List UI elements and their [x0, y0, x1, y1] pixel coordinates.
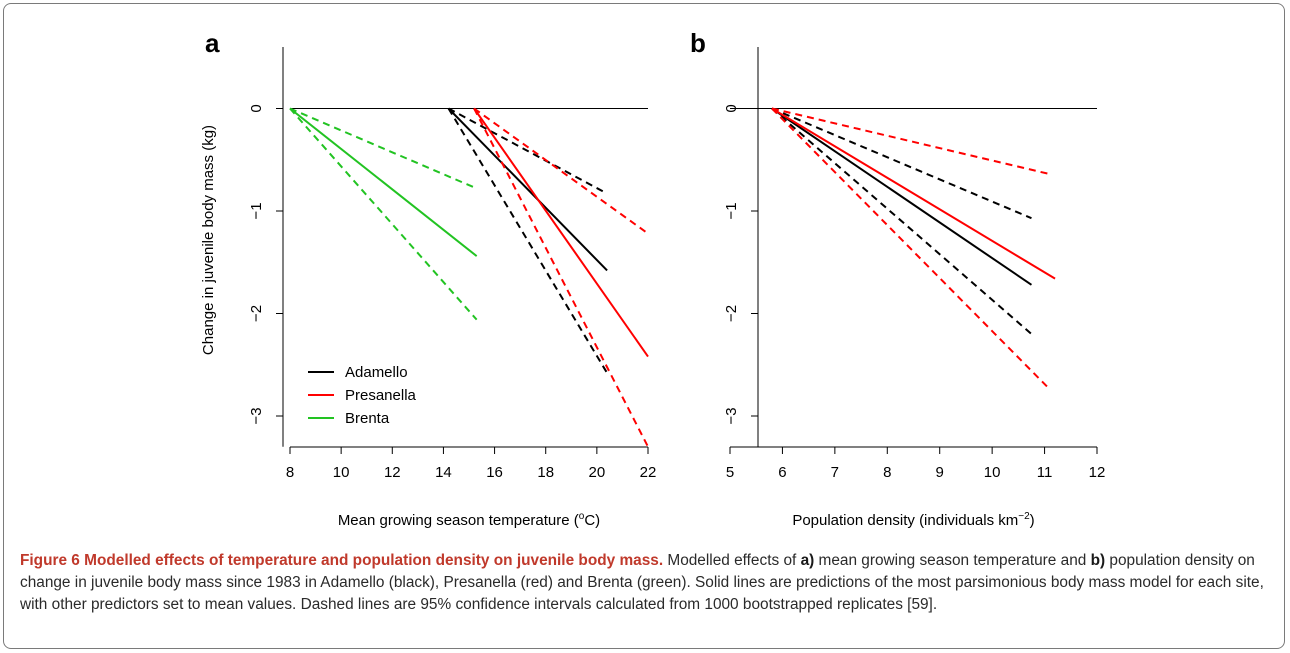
panel-b-x-tick-label: 6	[778, 464, 786, 481]
panel-a-y-tick-label: −3	[248, 407, 265, 424]
panel-b-x-tick-label: 5	[726, 464, 734, 481]
caption-title: Figure 6 Modelled effects of temperature…	[20, 552, 664, 569]
panel-a-x-tick-label: 10	[333, 464, 350, 481]
legend-adamello-label: Adamello	[345, 364, 408, 381]
figure-caption: Figure 6 Modelled effects of temperature…	[20, 550, 1270, 616]
panel-a-series-presanella-solid-line	[473, 107, 649, 358]
caption-text-3: population density on change in juvenile…	[20, 552, 1264, 613]
panel-b-y-tick-label: −3	[723, 407, 740, 424]
panel-a-x-tick-label: 20	[589, 464, 606, 481]
panel-a-series-presanella-dashed-line	[473, 107, 649, 235]
panel-a-series-adamello-solid-line	[447, 107, 608, 272]
panel-a-x-tick-label: 14	[435, 464, 452, 481]
legend-presanella-label: Presanella	[345, 387, 417, 404]
panel-a-series-presanella-dashed-line	[473, 108, 649, 448]
panel-a-x-tick-label: 18	[537, 464, 554, 481]
panel-b-series-adamello-solid-line	[771, 107, 1033, 286]
panel-a-series-adamello-dashed-line	[448, 107, 608, 195]
panel-b-label: b	[690, 28, 706, 58]
panel-a-series-brenta-dashed-line	[289, 107, 478, 321]
panel-a-series-brenta-dashed-line	[289, 107, 478, 190]
panel-b-series-adamello-dashed-line	[771, 107, 1032, 220]
panel-a-label: a	[205, 28, 220, 58]
panel-b-series-presanella-solid-line	[771, 107, 1056, 280]
panel-b-series-presanella-dashed-line	[771, 107, 1051, 176]
panel-b-x-tick-label: 8	[883, 464, 891, 481]
panel-b-y-tick-label: −1	[723, 202, 740, 219]
panel-a-y-axis-label: Change in juvenile body mass (kg)	[200, 125, 217, 355]
panel-a-x-tick-label: 16	[486, 464, 503, 481]
panel-a-series-brenta-solid-line	[289, 107, 478, 257]
legend-brenta-label: Brenta	[345, 410, 390, 427]
panel-b-x-tick-label: 7	[831, 464, 839, 481]
panel-a-x-tick-label: 12	[384, 464, 401, 481]
panel-a-y-tick-label: −1	[248, 202, 265, 219]
caption-label-a: a)	[800, 552, 815, 569]
panel-a-y-tick-label: 0	[248, 104, 265, 112]
panel-b-x-tick-label: 9	[936, 464, 944, 481]
panel-a-y-tick-label: −2	[248, 305, 265, 322]
figure-frame	[3, 3, 1285, 649]
panel-b-x-tick-label: 12	[1089, 464, 1106, 481]
panel-a-series-adamello-dashed-line	[447, 107, 608, 374]
panel-b-x-axis-label: Population density (individuals km−2)	[792, 511, 1034, 529]
caption-text-2: mean growing season temperature and	[814, 552, 1091, 569]
panel-b-x-tick-label: 10	[984, 464, 1001, 481]
panel-b-series-presanella-dashed-line	[771, 107, 1051, 391]
panel-b-y-tick-label: −2	[723, 305, 740, 322]
caption-label-b: b)	[1090, 552, 1106, 569]
panel-b-x-tick-label: 11	[1037, 464, 1053, 481]
caption-text-1: Modelled effects of	[663, 552, 801, 569]
panel-a-x-axis-label: Mean growing season temperature (oC)	[338, 511, 600, 529]
panel-a-x-tick-label: 22	[640, 464, 657, 481]
panel-b-series-adamello-dashed-line	[771, 107, 1033, 335]
panel-a-x-tick-label: 8	[286, 464, 294, 481]
